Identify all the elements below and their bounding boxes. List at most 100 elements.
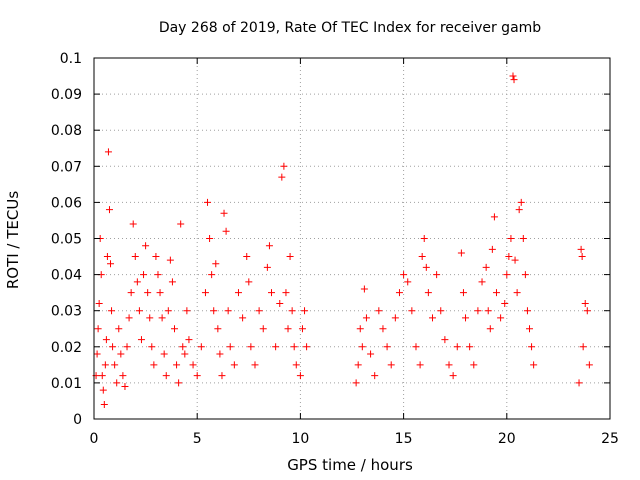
data-point <box>193 372 201 380</box>
x-tick-label: 20 <box>498 431 516 447</box>
data-point <box>449 372 457 380</box>
data-point <box>395 289 403 297</box>
data-point <box>272 343 280 351</box>
data-point <box>280 162 288 170</box>
data-point <box>197 343 205 351</box>
data-point <box>418 253 426 261</box>
data-point <box>505 253 513 261</box>
data-point <box>123 343 131 351</box>
data-point <box>286 253 294 261</box>
data-point <box>356 325 364 333</box>
data-point <box>218 372 226 380</box>
data-point <box>503 271 511 279</box>
data-point <box>181 350 189 358</box>
data-point <box>220 209 228 217</box>
y-tick-label: 0.01 <box>51 376 82 392</box>
data-point <box>298 325 306 333</box>
data-point <box>579 343 587 351</box>
data-point <box>362 314 370 322</box>
data-point <box>462 314 470 322</box>
data-point <box>179 343 187 351</box>
data-point <box>530 361 538 369</box>
data-point <box>276 299 284 307</box>
y-tick-label: 0.08 <box>51 123 82 139</box>
data-point <box>523 307 531 315</box>
data-point <box>391 314 399 322</box>
data-points <box>92 72 593 409</box>
data-point <box>173 361 181 369</box>
data-point <box>482 263 490 271</box>
data-point <box>142 242 150 250</box>
data-point <box>420 235 428 242</box>
data-point <box>486 325 494 333</box>
data-point <box>111 361 119 369</box>
data-point <box>288 307 296 315</box>
data-point <box>578 253 586 261</box>
data-point <box>367 350 375 358</box>
data-point <box>263 263 271 271</box>
y-tick-label: 0.05 <box>51 232 82 248</box>
data-point <box>408 307 416 315</box>
x-tick-label: 25 <box>601 431 619 447</box>
data-point <box>222 227 230 235</box>
data-point <box>164 307 172 315</box>
data-point <box>437 307 445 315</box>
y-tick-label: 0.09 <box>51 87 82 103</box>
data-point <box>517 198 525 206</box>
data-point <box>526 325 534 333</box>
data-point <box>441 336 449 344</box>
grid-lines <box>94 58 610 419</box>
chart-title: Day 268 of 2019, Rate Of TEC Index for r… <box>159 20 541 36</box>
data-point <box>387 361 395 369</box>
data-point <box>119 372 127 380</box>
x-tick-label: 0 <box>90 431 99 447</box>
data-point <box>484 307 492 315</box>
data-point <box>424 289 432 297</box>
data-point <box>492 289 500 297</box>
data-point <box>239 314 247 322</box>
data-point <box>513 289 521 297</box>
data-point <box>170 325 178 333</box>
data-point <box>113 379 121 387</box>
x-tick-label: 5 <box>193 431 202 447</box>
y-tick-label: 0.07 <box>51 159 82 175</box>
data-point <box>268 289 276 297</box>
data-point <box>204 198 212 206</box>
data-point <box>585 361 593 369</box>
data-point <box>284 325 292 333</box>
data-point <box>422 263 430 271</box>
data-point <box>150 361 158 369</box>
data-point <box>521 271 529 279</box>
data-point <box>581 299 589 307</box>
data-point <box>201 289 209 297</box>
data-point <box>224 307 232 315</box>
data-point <box>93 350 101 358</box>
data-point <box>509 72 517 80</box>
data-point <box>577 245 585 253</box>
data-point <box>247 343 255 351</box>
data-point <box>255 307 263 315</box>
data-point <box>133 278 141 286</box>
data-point <box>488 245 496 253</box>
data-point <box>109 343 117 351</box>
data-point <box>131 253 139 261</box>
data-point <box>474 307 482 315</box>
data-point <box>135 307 143 315</box>
data-point <box>466 343 474 351</box>
data-point <box>148 343 156 351</box>
data-point <box>453 343 461 351</box>
data-point <box>104 148 112 156</box>
y-tick-label: 0.1 <box>60 51 82 67</box>
x-tick-label: 10 <box>291 431 309 447</box>
data-point <box>99 386 107 394</box>
data-point <box>282 289 290 297</box>
data-point <box>206 235 214 242</box>
data-point <box>292 361 300 369</box>
data-point <box>95 299 103 307</box>
data-point <box>358 343 366 351</box>
data-point <box>575 379 583 387</box>
data-point <box>208 271 216 279</box>
data-point <box>140 271 148 279</box>
data-point <box>352 379 360 387</box>
